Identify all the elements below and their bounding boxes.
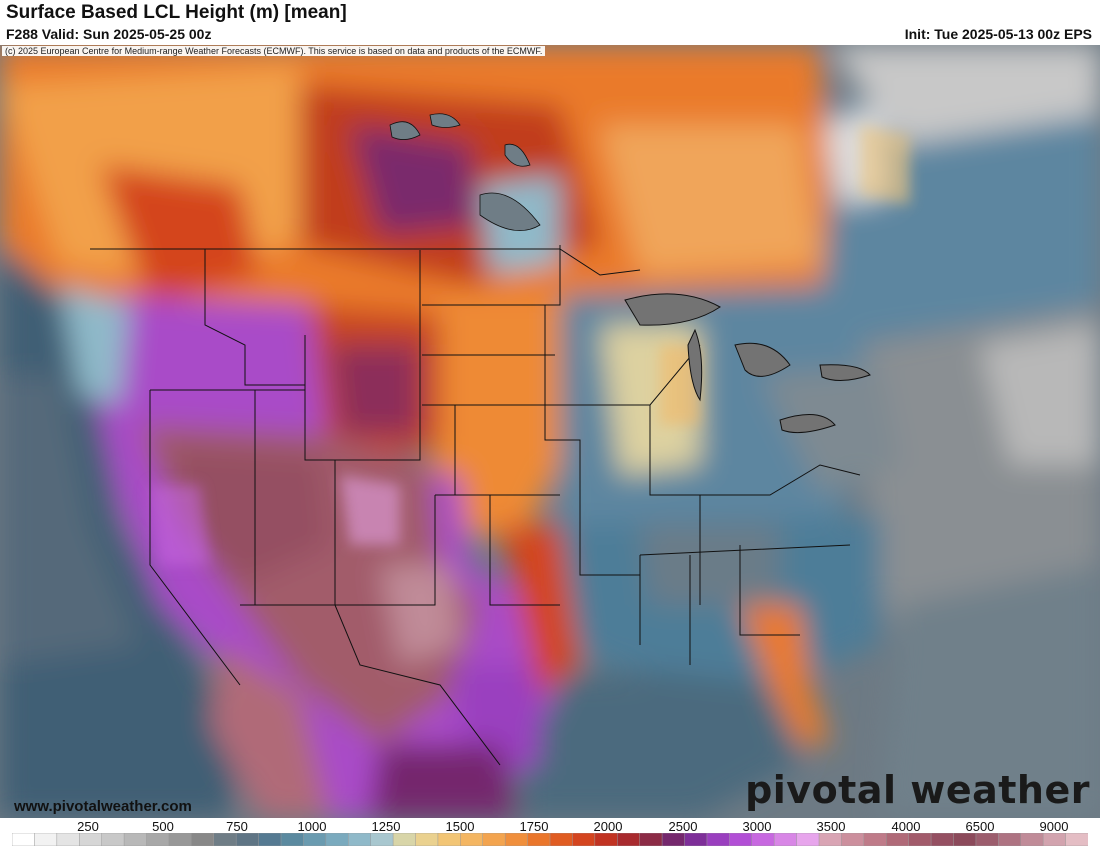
colorbar-swatch — [930, 833, 955, 846]
colorbar-swatch — [1042, 833, 1067, 846]
page-title: Surface Based LCL Height (m) [mean] — [6, 2, 347, 23]
init-time: Init: Tue 2025-05-13 00z EPS — [904, 26, 1092, 42]
colorbar-swatch — [1020, 833, 1044, 846]
colorbar-swatch — [258, 833, 282, 846]
colorbar-label: 6500 — [965, 819, 995, 834]
colorbar-swatch — [415, 833, 439, 846]
colorbar-swatch — [460, 833, 484, 846]
colorbar-label: 2000 — [593, 819, 623, 834]
pivotal-weather-logo: pivotal weather — [745, 768, 1090, 812]
colorbar-swatch — [370, 833, 394, 846]
colorbar-swatch — [1065, 833, 1088, 846]
colorbar-swatch — [706, 833, 731, 846]
colorbar-label: 250 — [77, 819, 99, 834]
colorbar-labels: 250 500 750 1000 1250 1500 1750 2000 2500 3000 350… — [0, 819, 1100, 834]
colorbar-label: 1000 — [297, 819, 327, 834]
colorbar-swatch — [482, 833, 506, 846]
colorbar-swatch — [34, 833, 58, 846]
colorbar-swatch — [953, 833, 977, 846]
colorbar-swatch — [235, 833, 260, 846]
colorbar-swatch — [684, 833, 708, 846]
colorbar-swatch — [818, 833, 843, 846]
colorbar-swatch — [729, 833, 753, 846]
colorbar-label: 3500 — [816, 819, 846, 834]
colorbar-swatch — [12, 833, 36, 846]
colorbar-swatch — [527, 833, 551, 846]
colorbar-swatch — [168, 833, 193, 846]
colorbar-swatch — [101, 833, 125, 846]
colorbar-label: 1250 — [371, 819, 401, 834]
colorbar-swatch — [504, 833, 529, 846]
colorbar-label: 500 — [152, 819, 174, 834]
colorbar-swatch — [751, 833, 775, 846]
colorbar-label: 750 — [226, 819, 248, 834]
colorbar-swatch — [213, 833, 237, 846]
copyright-notice: (c) 2025 European Centre for Medium-rang… — [2, 46, 546, 56]
colorbar-swatch — [796, 833, 820, 846]
colorbar-label: 4000 — [891, 819, 921, 834]
colorbar-swatch — [975, 833, 1000, 846]
colorbar-swatch — [303, 833, 327, 846]
colorbar-swatch — [639, 833, 663, 846]
colorbar-swatch — [146, 833, 170, 846]
colorbar-swatch — [661, 833, 686, 846]
colorbar-swatch — [123, 833, 148, 846]
colorbar-swatch — [325, 833, 349, 846]
colorbar-swatch — [908, 833, 932, 846]
website-link[interactable]: www.pivotalweather.com — [14, 798, 192, 815]
colorbar-swatch — [280, 833, 305, 846]
colorbar-swatch — [773, 833, 798, 846]
colorbar-swatch — [79, 833, 103, 846]
colorbar-swatch — [886, 833, 910, 846]
colorbar-label: 1750 — [519, 819, 549, 834]
colorbar-swatch — [863, 833, 888, 846]
colorbar-swatch — [572, 833, 596, 846]
valid-time: F288 Valid: Sun 2025-05-25 00z — [6, 26, 212, 42]
colorbar-label: 9000 — [1039, 819, 1069, 834]
colorbar-swatch — [841, 833, 865, 846]
colorbar — [12, 833, 1088, 846]
colorbar-label: 1500 — [445, 819, 475, 834]
colorbar-swatch — [191, 833, 215, 846]
colorbar-swatch — [594, 833, 619, 846]
colorbar-swatch — [998, 833, 1022, 846]
colorbar-label: 2500 — [668, 819, 698, 834]
colorbar-swatch — [348, 833, 372, 846]
colorbar-swatch — [437, 833, 462, 846]
colorbar-swatch — [549, 833, 574, 846]
colorbar-swatch — [617, 833, 641, 846]
map-canvas — [0, 45, 1100, 818]
colorbar-swatch — [392, 833, 417, 846]
colorbar-label: 3000 — [742, 819, 772, 834]
colorbar-swatch — [56, 833, 81, 846]
lcl-height-map: (c) 2025 European Centre for Medium-rang… — [0, 45, 1100, 818]
